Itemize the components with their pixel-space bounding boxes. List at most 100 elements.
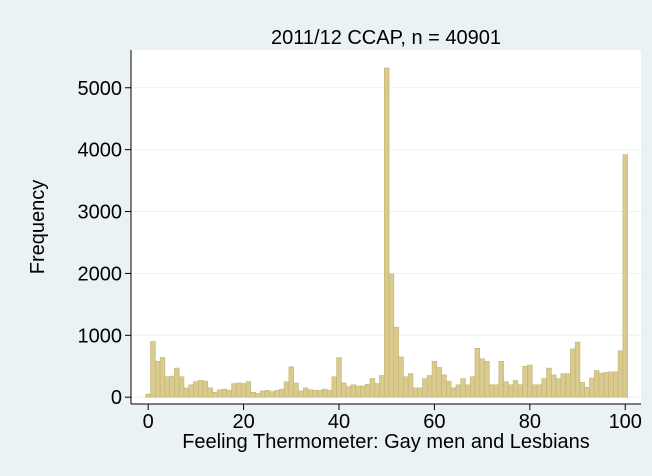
bar [412,387,419,398]
bar [269,391,275,398]
bar [178,376,185,398]
bar [474,348,481,398]
y-tick-label: 5000 [78,78,123,100]
bar [183,387,190,398]
bar [407,373,414,398]
bar [479,358,485,398]
bar [503,381,509,398]
x-tick-label: 100 [609,411,642,433]
bar [193,381,199,398]
bar [508,384,514,398]
bar [212,391,218,398]
bar [250,391,256,398]
bar [341,382,347,398]
bar [531,384,538,398]
bar [364,383,371,398]
bar [217,389,223,398]
bar [174,367,180,398]
bar [441,374,447,398]
bar [188,384,194,398]
bar [436,367,442,398]
bar [307,389,314,398]
bar [570,348,576,398]
bar [298,390,304,398]
bar [541,378,547,398]
x-tick-label: 40 [328,411,350,433]
bar [145,393,151,398]
x-tick-label: 0 [143,411,154,433]
x-axis-label: Feeling Thermometer: Gay men and Lesbian… [182,431,590,453]
bar [622,154,628,398]
y-tick-label: 4000 [78,140,123,162]
bar [393,326,399,398]
bar [226,390,232,398]
bar [598,372,605,398]
bar [613,371,619,398]
bar [465,384,471,398]
bar [527,364,533,398]
bar [207,387,213,398]
bar [350,384,357,398]
bar [498,360,504,398]
y-tick-label: 3000 [78,202,123,224]
bar [164,376,170,398]
bar [202,380,209,398]
bar [336,357,342,398]
bar [584,386,590,398]
bar [608,371,614,398]
bar [169,375,175,398]
bar [312,390,318,398]
bar [574,341,581,398]
y-tick-label: 2000 [78,263,123,285]
bar [551,374,557,398]
bar [240,383,247,398]
bar [455,384,461,398]
bar [384,67,390,398]
bar [422,378,428,398]
x-tick-label: 60 [423,411,445,433]
bar [517,384,523,398]
bar [293,382,299,398]
y-axis-label: Frequency [27,180,49,275]
bar [603,372,609,398]
bar [331,376,337,398]
bar [274,390,280,398]
bar [221,388,228,398]
bar [403,376,409,398]
bar [512,380,519,398]
bar [317,390,323,398]
bar [431,360,438,398]
bar [460,378,466,398]
bar [245,381,252,398]
bar [197,380,204,398]
bar [546,367,552,398]
bar [255,393,261,398]
bar [536,384,543,398]
bar [155,360,161,398]
bar [398,356,404,398]
chart-title: 2011/12 CCAP, n = 40901 [271,27,501,49]
bar [469,376,476,398]
bar [579,382,586,398]
bar [589,377,595,398]
bar [302,387,309,398]
bar [259,390,266,398]
bar [374,383,380,398]
bar [617,350,624,398]
y-tick-label: 0 [111,387,122,409]
bar [369,378,376,398]
bar [446,380,452,398]
bar [555,378,562,398]
bar [522,365,528,398]
bar [231,383,237,398]
bar [159,357,166,398]
bar [565,373,571,398]
bar [484,360,490,398]
bar [279,388,285,398]
bar [236,382,242,398]
bar [288,366,294,398]
x-tick-label: 80 [519,411,541,433]
bar [264,390,271,398]
bar [283,381,290,398]
